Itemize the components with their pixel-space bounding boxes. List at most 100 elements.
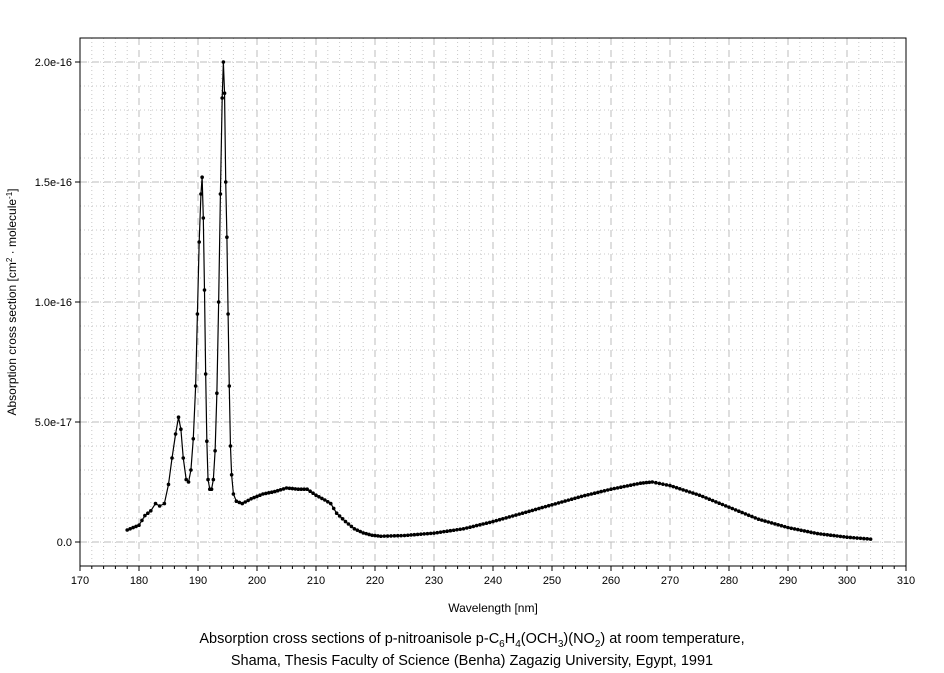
data-point xyxy=(419,532,423,536)
data-point xyxy=(225,235,229,239)
data-point xyxy=(455,527,459,532)
data-point xyxy=(428,531,433,536)
data-point xyxy=(543,504,548,509)
data-point xyxy=(128,527,132,531)
data-point xyxy=(246,498,250,503)
data-point xyxy=(556,501,561,505)
y-tick-label: 1.0e-16 xyxy=(35,297,72,309)
data-point xyxy=(211,477,216,482)
data-point xyxy=(668,483,672,488)
data-point xyxy=(442,529,446,534)
data-point xyxy=(346,522,351,526)
data-point xyxy=(184,477,188,482)
data-point xyxy=(311,491,315,496)
data-point xyxy=(382,534,387,538)
data-point xyxy=(461,527,466,531)
data-point xyxy=(415,532,420,537)
data-point xyxy=(609,487,613,492)
y-tick-label: 0.0 xyxy=(57,537,72,549)
data-point xyxy=(776,523,780,527)
data-point xyxy=(252,495,256,500)
data-point xyxy=(599,489,603,494)
data-point xyxy=(216,300,221,304)
data-point xyxy=(317,495,321,499)
data-point xyxy=(560,500,564,504)
data-point xyxy=(399,533,403,538)
data-point xyxy=(851,535,856,540)
data-point xyxy=(218,192,223,196)
data-point xyxy=(769,521,774,525)
data-point xyxy=(308,489,312,494)
data-point xyxy=(379,534,383,539)
data-point xyxy=(458,527,463,532)
data-point xyxy=(205,439,209,444)
data-point xyxy=(710,498,715,503)
data-point xyxy=(638,481,643,486)
data-point xyxy=(302,487,307,492)
data-point xyxy=(358,529,363,534)
data-point xyxy=(240,501,245,506)
data-point xyxy=(491,519,495,524)
data-point xyxy=(573,496,577,501)
data-point xyxy=(818,532,823,536)
y-axis-label: Absorption cross section [cm2 · molecule… xyxy=(5,188,20,415)
data-point xyxy=(612,486,617,491)
data-point xyxy=(149,509,153,513)
data-point xyxy=(173,432,178,436)
data-point xyxy=(825,533,830,537)
data-point xyxy=(448,528,453,533)
data-point xyxy=(284,486,289,490)
data-point xyxy=(438,530,443,534)
data-point xyxy=(432,531,436,535)
data-point xyxy=(367,532,371,537)
data-point xyxy=(523,510,528,515)
data-point xyxy=(678,487,682,491)
y-tick-label: 5.0e-17 xyxy=(35,417,72,429)
data-point xyxy=(865,537,870,541)
data-point xyxy=(422,532,426,536)
x-tick-label: 240 xyxy=(484,575,502,587)
data-point xyxy=(186,480,191,484)
data-point xyxy=(743,512,748,516)
data-point xyxy=(481,522,485,526)
data-point xyxy=(647,480,652,485)
data-point xyxy=(201,216,206,220)
data-point xyxy=(261,492,265,496)
data-point xyxy=(586,493,590,497)
data-point xyxy=(733,508,738,512)
data-point xyxy=(717,501,721,506)
data-point xyxy=(517,512,522,516)
data-point xyxy=(848,535,853,540)
data-point xyxy=(215,391,219,396)
data-point xyxy=(691,491,695,495)
data-point xyxy=(305,487,309,492)
data-point xyxy=(385,534,390,538)
data-point xyxy=(805,529,810,534)
x-tick-label: 170 xyxy=(71,575,89,587)
data-point xyxy=(474,523,479,528)
data-point xyxy=(405,533,410,538)
data-point xyxy=(563,499,567,503)
data-point xyxy=(674,485,679,490)
data-point xyxy=(671,484,676,489)
x-tick-label: 200 xyxy=(248,575,266,587)
series-line xyxy=(126,61,871,540)
data-point xyxy=(786,525,790,530)
x-tick-label: 270 xyxy=(661,575,679,587)
data-point xyxy=(657,481,662,486)
data-point xyxy=(681,488,685,492)
data-point xyxy=(650,480,655,484)
data-point xyxy=(228,444,233,448)
data-point xyxy=(402,533,407,538)
data-point xyxy=(746,513,751,517)
data-point xyxy=(700,494,705,499)
data-point xyxy=(602,489,607,493)
data-point xyxy=(409,533,413,537)
data-point xyxy=(287,486,292,491)
data-point xyxy=(200,175,204,179)
data-point xyxy=(203,372,208,376)
data-point xyxy=(841,535,846,539)
data-point xyxy=(605,488,610,492)
data-point xyxy=(540,505,544,510)
data-point xyxy=(193,384,198,388)
